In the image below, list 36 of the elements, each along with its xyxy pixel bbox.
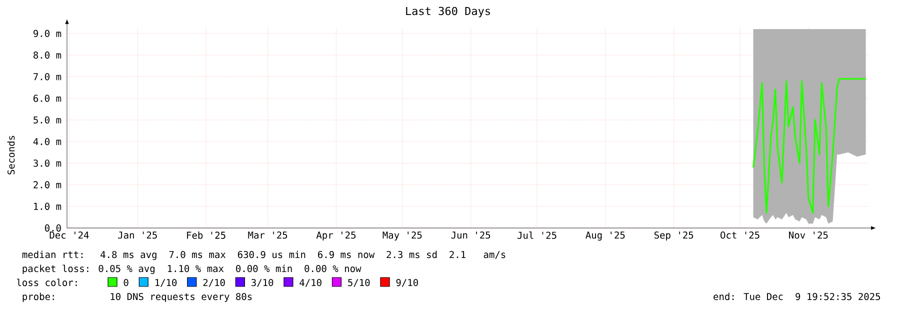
x-tick-label: Sep '25 (654, 231, 694, 241)
y-tick-label: 7.0 m (34, 73, 62, 80)
x-tick-label: Oct '25 (720, 231, 760, 239)
chart-title: Last 360 Days (406, 6, 490, 18)
legend-label: 2/10 (203, 278, 225, 287)
x-tick-label: Aug '25 (586, 231, 625, 241)
legend-label: 9/10 (396, 278, 418, 287)
x-tick-label: Apr '25 (316, 231, 356, 241)
y-axis-title: Seconds (7, 136, 15, 174)
y-tick-label: 6.0 m (34, 94, 62, 102)
legend-label: 1/10 (155, 278, 177, 287)
y-tick-label: 5.0 m (34, 116, 62, 124)
x-tick-label: Dec '24 (50, 231, 89, 239)
x-tick-label: Jul '25 (518, 231, 556, 239)
y-tick-label: 8.0 m (34, 52, 62, 59)
legend-label: 0 (124, 278, 128, 286)
y-tick-label: 9.0 m (34, 30, 62, 38)
x-tick-label: May '25 (382, 231, 422, 241)
legend-label: 5/10 (348, 278, 370, 287)
y-tick-label: 0.0 (44, 224, 61, 232)
legend-label: 4/10 (300, 278, 322, 287)
y-tick-label: 4.0 m (33, 138, 62, 146)
x-tick-label: Jun '25 (451, 231, 490, 239)
x-tick-label: Feb '25 (187, 231, 226, 239)
y-tick-label: 1.0 m (34, 202, 62, 210)
y-tick-label: 3.0 m (34, 160, 62, 167)
x-tick-label: Jan '25 (118, 231, 157, 239)
text: median rtt: 4.8 ms avg 7.0 ms max 630.9 us min 6.9 ms now 2.3 ms sd 2.1 am/s (22, 250, 506, 260)
legend-label: 3/10 (252, 278, 274, 287)
text: packet loss: 0.05 % avg 1.10 % max 0.00 % min 0.00 % now (22, 264, 362, 274)
x-tick-label: Nov '25 (789, 231, 828, 239)
y-tick-label: 2.0 m (34, 181, 62, 188)
x-tick-label: Mar '25 (248, 231, 288, 239)
text: end: Tue Dec 9 19:52:35 2025 (714, 292, 880, 300)
legend-title: loss color: (16, 278, 77, 286)
text: probe: 10 DNS requests every 80s (22, 292, 252, 302)
